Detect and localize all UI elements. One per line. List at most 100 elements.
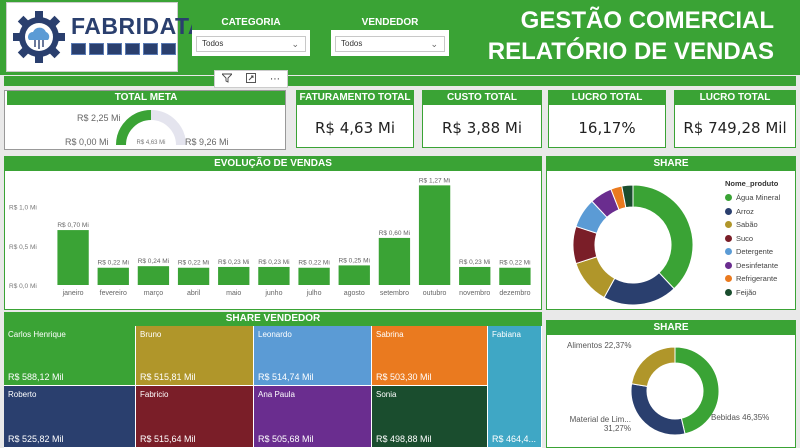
treemap-cell-value: R$ 514,74 Mil <box>258 372 314 382</box>
legend-swatch <box>725 234 732 242</box>
slice-Arroz[interactable] <box>603 271 675 306</box>
legend-item[interactable]: Refrigerante <box>725 272 780 286</box>
treemap-cell-name: Fabiana <box>492 330 521 339</box>
legend-item[interactable]: Desinfetante <box>725 259 780 273</box>
bar-dezembro[interactable] <box>499 267 531 285</box>
donut-data-label: Material de Lim... 31,27% <box>569 415 631 433</box>
treemap-cell[interactable]: Carlos Henrique R$ 588,12 Mil <box>4 326 136 386</box>
legend-swatch <box>725 275 732 283</box>
slice-Água Mineral[interactable] <box>632 184 694 290</box>
legend-item[interactable]: Suco <box>725 232 780 246</box>
legend-item[interactable]: Feijão <box>725 286 780 300</box>
slice-Bebidas[interactable] <box>674 346 720 435</box>
slice-Feijão[interactable] <box>621 184 634 209</box>
treemap-cell-value: R$ 464,4... <box>492 434 537 444</box>
x-tick-label: maio <box>226 290 241 297</box>
slicer-vendedor[interactable]: VENDEDOR Todos ⌄ <box>331 16 449 56</box>
legend-item[interactable]: Água Mineral <box>725 191 780 205</box>
gauge-center-value: R$ 4,63 Mi <box>136 140 165 146</box>
treemap-cell[interactable]: Sabrina R$ 503,30 Mil <box>372 326 488 386</box>
treemap-cell-value: R$ 515,81 Mil <box>140 372 196 382</box>
legend-item[interactable]: Sabão <box>725 218 780 232</box>
treemap-cell[interactable]: Fabricio R$ 515,64 Mil <box>136 386 254 448</box>
x-tick-label: janeiro <box>62 290 84 297</box>
kpi-faturamento-value: R$ 4,63 Mi <box>314 119 395 137</box>
share-produto-title: SHARE <box>547 157 795 171</box>
kpi-lucro-percent: LUCRO TOTAL 16,17% <box>548 90 666 148</box>
x-tick-label: setembro <box>380 290 409 297</box>
legend-swatch <box>725 207 732 215</box>
legend-label: Detergente <box>736 247 774 257</box>
treemap-cell-name: Carlos Henrique <box>8 330 66 339</box>
bar-data-label: R$ 0,22 Mi <box>98 260 129 267</box>
bar-data-label: R$ 1,27 Mi <box>419 177 450 184</box>
legend-label: Suco <box>736 233 754 243</box>
bar-novembro[interactable] <box>459 266 491 285</box>
bar-fevereiro[interactable] <box>97 267 129 285</box>
bar-março[interactable] <box>137 266 170 285</box>
kpi-lucro-valor-value: R$ 749,28 Mil <box>683 119 787 137</box>
bar-data-label: R$ 0,23 Mi <box>258 259 289 266</box>
treemap-cell-name: Sonia <box>376 390 397 399</box>
bar-julho[interactable] <box>298 267 330 285</box>
treemap-cell[interactable]: Roberto R$ 525,82 Mil <box>4 386 136 448</box>
x-tick-label: novembro <box>459 290 490 297</box>
legend-label: Feijão <box>736 287 757 297</box>
slice-Alimentos[interactable] <box>631 346 676 387</box>
kpi-faturamento: FATURAMENTO TOTAL R$ 4,63 Mi <box>296 90 414 148</box>
kpi-lucro-percent-value: 16,17% <box>578 119 636 137</box>
slicer-categoria-title: CATEGORIA <box>192 16 310 30</box>
bar-maio[interactable] <box>218 266 250 285</box>
share-produto-legend: Água Mineral Arroz Sabão Suco Detergente Desi… <box>725 191 780 299</box>
bar-data-label: R$ 0,24 Mi <box>138 258 169 265</box>
share-vendedor-title: SHARE VENDEDOR <box>4 312 542 326</box>
x-tick-label: junho <box>264 290 282 297</box>
treemap-cell-value: R$ 515,64 Mil <box>140 434 196 444</box>
sales-evolution-panel: EVOLUÇÃO DE VENDAS R$ 1,0 Mi R$ 0,5 Mi R$ … <box>4 156 542 310</box>
y-tick-label: R$ 1,0 Mi <box>9 205 37 212</box>
kpi-custo: CUSTO TOTAL R$ 3,88 Mi <box>422 90 542 148</box>
bar-outubro[interactable] <box>418 185 451 285</box>
chevron-down-icon: ⌄ <box>291 39 299 49</box>
share-produto-donut <box>572 184 694 306</box>
bar-agosto[interactable] <box>338 265 370 285</box>
share-produto-panel: SHARE Nome_produto Água Mineral Arroz Sabã… <box>546 156 796 310</box>
legend-swatch <box>725 288 732 296</box>
treemap-cell[interactable]: Ana Paula R$ 505,68 Mil <box>254 386 372 448</box>
bar-junho[interactable] <box>258 266 290 285</box>
slicer-categoria[interactable]: CATEGORIA Todos ⌄ <box>192 16 310 56</box>
treemap-cell[interactable]: Bruno R$ 515,81 Mil <box>136 326 254 386</box>
slice-Material de Lim...[interactable] <box>630 383 686 436</box>
treemap-cell-value: R$ 588,12 Mil <box>8 372 64 382</box>
logo-text: FABRIDATA <box>71 13 205 39</box>
kpi-lucro-valor-title: LUCRO TOTAL <box>675 91 795 105</box>
x-tick-label: agosto <box>344 290 365 297</box>
focus-mode-icon[interactable] <box>246 72 256 86</box>
x-tick-label: março <box>144 290 164 297</box>
treemap-cell-name: Sabrina <box>376 330 404 339</box>
bar-janeiro[interactable] <box>57 230 89 285</box>
slicer-categoria-value: Todos <box>202 39 224 48</box>
bar-data-label: R$ 0,25 Mi <box>339 257 370 264</box>
bar-setembro[interactable] <box>378 237 411 285</box>
legend-label: Água Mineral <box>736 193 781 203</box>
bar-abril[interactable] <box>177 267 210 285</box>
legend-swatch <box>725 194 732 202</box>
slicer-categoria-dropdown[interactable]: Todos ⌄ <box>196 36 306 52</box>
treemap-cell[interactable]: Fabiana R$ 464,4... <box>488 326 542 448</box>
legend-item[interactable]: Detergente <box>725 245 780 259</box>
treemap-cell[interactable]: Leonardo R$ 514,74 Mil <box>254 326 372 386</box>
bar-data-label: R$ 0,23 Mi <box>459 259 490 266</box>
legend-label: Sabão <box>736 220 758 230</box>
filter-icon[interactable] <box>220 73 234 86</box>
slicer-vendedor-dropdown[interactable]: Todos ⌄ <box>335 36 445 52</box>
treemap-cell-value: R$ 498,88 Mil <box>376 434 432 444</box>
treemap-cell[interactable]: Sonia R$ 498,88 Mil <box>372 386 488 448</box>
kpi-total-meta[interactable]: TOTAL META R$ 4,63 Mi R$ 2,25 Mi R$ 0,00… <box>4 90 286 150</box>
legend-label: Desinfetante <box>736 260 779 270</box>
legend-item[interactable]: Arroz <box>725 205 780 219</box>
donut-data-label: Alimentos 22,37% <box>567 341 632 350</box>
kpi-lucro-percent-title: LUCRO TOTAL <box>549 91 665 105</box>
more-options-icon[interactable]: ⋯ <box>270 73 280 85</box>
bar-data-label: R$ 0,22 Mi <box>298 260 329 267</box>
